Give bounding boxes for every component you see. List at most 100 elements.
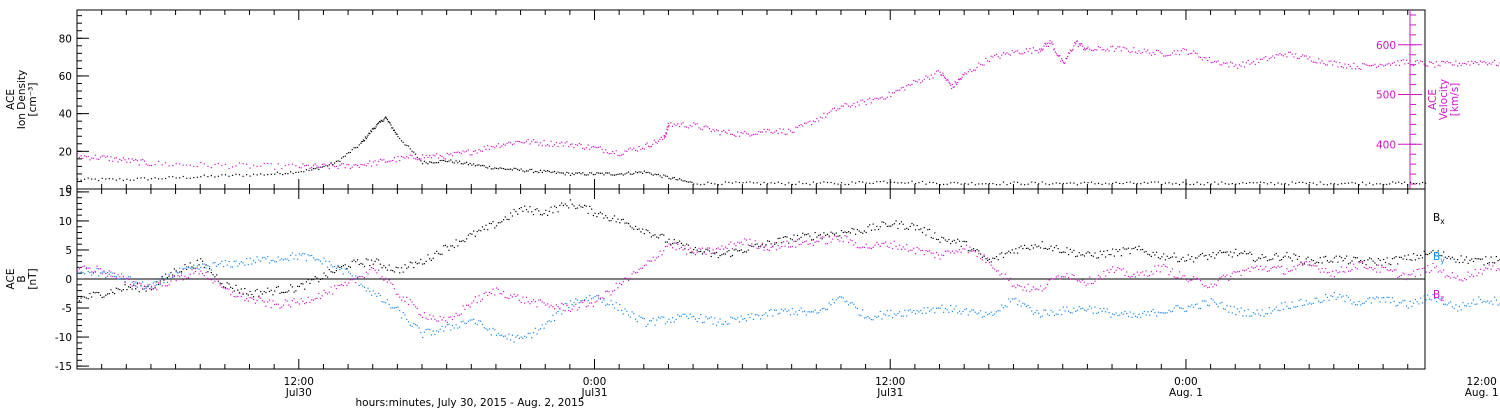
bz-point xyxy=(145,287,147,289)
bz-point xyxy=(1122,268,1124,270)
velocity-point xyxy=(1467,61,1469,63)
ion-density-point xyxy=(532,171,535,174)
ion-density-point xyxy=(238,174,241,176)
velocity-point xyxy=(78,156,80,158)
by-point xyxy=(275,261,278,263)
velocity-point xyxy=(1108,50,1110,52)
velocity-point xyxy=(1177,50,1179,52)
bx-point xyxy=(673,239,675,241)
velocity-point xyxy=(756,133,758,135)
bz-point xyxy=(1300,262,1302,264)
velocity-point xyxy=(400,155,403,158)
bz-point xyxy=(260,297,262,299)
velocity-point xyxy=(559,142,561,144)
by-point xyxy=(327,266,329,268)
by-point xyxy=(1398,302,1401,304)
velocity-point xyxy=(179,163,181,165)
by-point xyxy=(1240,307,1242,309)
velocity-point xyxy=(1362,63,1364,65)
bx-point xyxy=(1254,260,1256,263)
bx-point xyxy=(1423,250,1425,252)
velocity-point xyxy=(416,159,418,161)
by-point xyxy=(246,258,248,260)
velocity-point xyxy=(1270,57,1272,59)
bx-point xyxy=(582,206,584,208)
bx-point xyxy=(189,262,191,264)
by-point xyxy=(774,309,776,311)
velocity-point xyxy=(1025,48,1027,50)
velocity-point xyxy=(1247,59,1249,61)
bx-point xyxy=(1009,252,1012,254)
bz-point xyxy=(1321,267,1323,270)
velocity-point xyxy=(1214,60,1216,62)
velocity-point xyxy=(1481,61,1483,63)
bz-point xyxy=(978,252,980,254)
velocity-point xyxy=(1384,64,1387,66)
bx-point xyxy=(274,290,276,292)
bx-point xyxy=(1094,252,1096,254)
bz-point xyxy=(673,242,675,244)
bz-point xyxy=(339,284,341,286)
velocity-point xyxy=(443,157,445,159)
ion-density-point xyxy=(851,181,853,183)
ion-density-point xyxy=(642,172,644,174)
velocity-point xyxy=(1200,56,1202,59)
bx-point xyxy=(1490,256,1492,258)
bz-point xyxy=(166,285,168,287)
velocity-point xyxy=(119,158,121,160)
by-point xyxy=(520,336,522,338)
by-point xyxy=(770,308,772,310)
by-point xyxy=(1393,300,1395,303)
velocity-point xyxy=(784,133,786,135)
by-point xyxy=(92,272,94,274)
by-point xyxy=(594,296,596,298)
by-point xyxy=(1406,305,1408,307)
bz-point xyxy=(362,276,364,278)
bz-point xyxy=(1043,288,1045,290)
ion-density-point xyxy=(840,182,843,184)
bz-point xyxy=(1053,278,1056,280)
by-point xyxy=(133,283,135,285)
bx-point xyxy=(112,291,114,293)
velocity-point xyxy=(997,56,999,58)
ion-density-point xyxy=(812,181,814,183)
bz-point xyxy=(349,279,351,281)
ion-density-point xyxy=(788,182,790,184)
bx-point xyxy=(1013,252,1015,254)
by-point xyxy=(985,311,987,313)
bx-point xyxy=(117,288,119,290)
by-point xyxy=(1349,299,1351,301)
velocity-point xyxy=(1217,60,1219,62)
bx-point xyxy=(580,206,582,208)
by-point xyxy=(325,260,327,262)
bx-point xyxy=(418,262,420,264)
bz-point xyxy=(532,299,535,301)
bz-point xyxy=(782,241,785,243)
ion-density-point xyxy=(918,182,920,184)
bz-point xyxy=(663,250,665,252)
by-point xyxy=(1187,305,1189,307)
by-point xyxy=(510,339,512,341)
bz-point xyxy=(916,246,918,249)
by-point xyxy=(351,275,353,277)
bz-point xyxy=(492,288,494,290)
by-point xyxy=(635,318,637,320)
velocity-point xyxy=(726,132,728,134)
bz-point xyxy=(703,252,705,254)
by-point xyxy=(865,316,867,319)
by-point xyxy=(1078,306,1080,308)
ion-density-point xyxy=(682,180,684,182)
velocity-point xyxy=(1020,53,1022,55)
bx-point xyxy=(1342,260,1344,262)
velocity-point xyxy=(902,86,904,88)
bx-point xyxy=(745,251,748,253)
bx-point xyxy=(758,245,760,248)
bx-point xyxy=(1400,256,1402,258)
bx-point xyxy=(1363,260,1365,262)
velocity-point xyxy=(666,128,668,130)
velocity-point xyxy=(606,152,608,154)
bz-point xyxy=(1310,265,1313,267)
ion-density-point xyxy=(650,173,652,175)
ion-density-point xyxy=(1203,184,1205,186)
